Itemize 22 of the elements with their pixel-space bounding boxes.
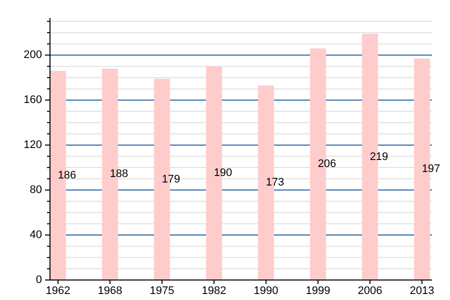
data-label: 219 <box>370 150 388 163</box>
data-label: 179 <box>162 173 180 186</box>
x-tick-label: 1990 <box>254 285 278 297</box>
x-tick-label: 2013 <box>410 285 434 297</box>
data-label: 173 <box>266 176 284 189</box>
y-tick-label: 0 <box>36 274 42 286</box>
data-label: 188 <box>110 168 128 180</box>
data-label: 197 <box>422 163 440 176</box>
x-tick-label: 1975 <box>150 285 174 297</box>
y-tick-label: 160 <box>24 94 42 106</box>
x-tick-label: 1962 <box>46 285 70 297</box>
data-label: 186 <box>58 169 76 182</box>
y-tick-label: 120 <box>24 138 42 151</box>
x-tick-label: 2006 <box>358 285 382 297</box>
x-tick-label: 1982 <box>202 285 226 297</box>
x-tick-label: 1999 <box>306 285 330 297</box>
data-label: 190 <box>214 167 232 180</box>
y-tick-label: 40 <box>30 228 42 241</box>
y-tick-label: 200 <box>24 49 42 62</box>
x-tick-label: 1968 <box>98 285 122 297</box>
data-label: 206 <box>318 158 336 170</box>
y-tick-label: 80 <box>30 184 42 196</box>
